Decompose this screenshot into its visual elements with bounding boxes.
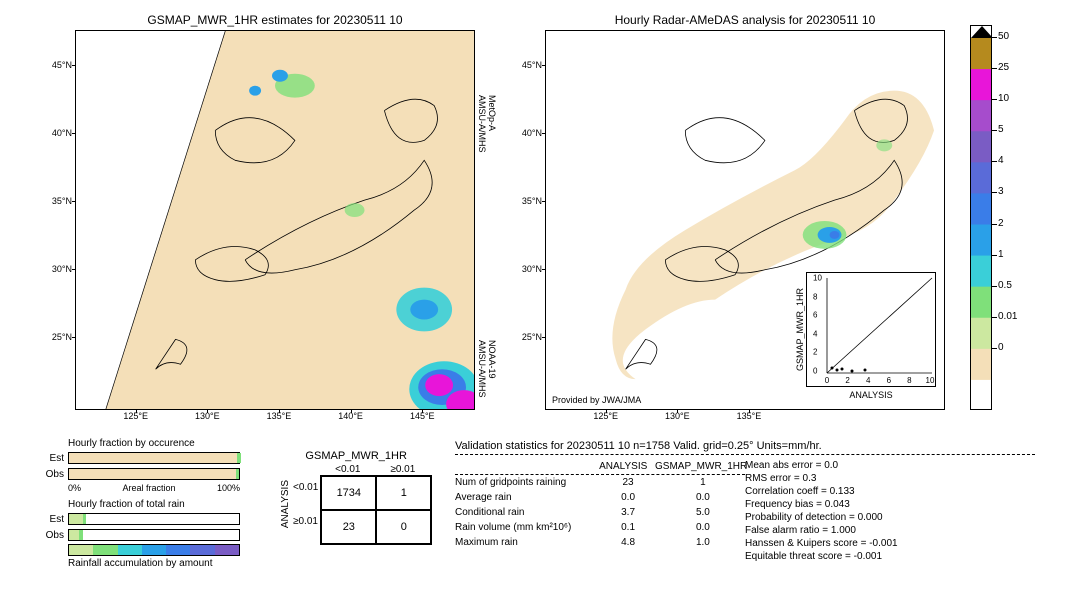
map-left-title: GSMAP_MWR_1HR estimates for 20230511 10 (76, 13, 474, 27)
stats-row: Average rain0.00.0 (455, 490, 745, 505)
inset-ytick: 10 (813, 274, 822, 283)
pct-100: 100% (217, 483, 240, 493)
colorbar-tick: 10 (998, 93, 1009, 104)
stats-metric: RMS error = 0.3 (745, 472, 1005, 485)
stats-row: Num of gridpoints raining231 (455, 475, 745, 490)
stats-title: Validation statistics for 20230511 10 n=… (455, 440, 1035, 455)
colorbar: 502510543210.50.010 (970, 25, 992, 410)
legend-title: Rainfall accumulation by amount (68, 558, 240, 569)
colorbar-tick: 50 (998, 31, 1009, 42)
colorbar-tick: 25 (998, 62, 1009, 73)
crosstab-col-header: <0.01 (320, 464, 375, 475)
inset-ytick: 6 (813, 311, 817, 320)
fraction-bar-row: Obs (40, 528, 240, 542)
crosstab-row-header: <0.01 (293, 482, 318, 493)
fraction-bar-label: Est (40, 453, 68, 464)
stats-metric: Hanssen & Kuipers score = -0.001 (745, 537, 1005, 550)
inset-ytick: 0 (813, 367, 817, 376)
fraction-bar-row: Est (40, 512, 240, 526)
crosstab-cell: 23 (321, 510, 376, 544)
crosstab-cell: 0 (376, 510, 431, 544)
colorbar-tick: 1 (998, 249, 1004, 260)
colorbar-tick: 5 (998, 124, 1004, 135)
colorbar-tick: 0 (998, 342, 1004, 353)
inset-ytick: 4 (813, 329, 817, 338)
map-right-title: Hourly Radar-AMeDAS analysis for 2023051… (546, 13, 944, 27)
legend-seg (190, 545, 214, 555)
legend-seg (118, 545, 142, 555)
fraction-bar-row: Obs (40, 467, 240, 481)
stats-metric: Frequency bias = 0.043 (745, 498, 1005, 511)
legend-seg (69, 545, 93, 555)
crosstab-cell: 1734 (321, 476, 376, 510)
satellite-label: MetOp-AAMSU-A/MHS (477, 95, 497, 153)
inset-ylabel: GSMAP_MWR_1HR (795, 273, 805, 386)
inset-xtick: 4 (866, 376, 870, 385)
colorbar-tick: 0.01 (998, 311, 1017, 322)
legend-seg (166, 545, 190, 555)
legend-gradient (68, 544, 240, 556)
fraction-bar-label: Obs (40, 530, 68, 541)
map-left: GSMAP_MWR_1HR estimates for 20230511 10 … (75, 30, 475, 410)
legend-seg (93, 545, 117, 555)
crosstab-title: GSMAP_MWR_1HR (280, 450, 432, 462)
colorbar-tick: 3 (998, 186, 1004, 197)
inset-ytick: 8 (813, 292, 817, 301)
map-left-svg (76, 31, 474, 409)
stats-metric: Equitable threat score = -0.001 (745, 550, 1005, 563)
areal-label: Areal fraction (122, 483, 175, 493)
inset-xtick: 8 (907, 376, 911, 385)
stats-col-gsmap: GSMAP_MWR_1HR (655, 461, 745, 472)
colorbar-tick: 0.5 (998, 280, 1012, 291)
stats-section: Validation statistics for 20230511 10 n=… (455, 440, 1035, 563)
stats-metric: Correlation coeff = 0.133 (745, 485, 1005, 498)
map-right: Hourly Radar-AMeDAS analysis for 2023051… (545, 30, 945, 410)
root: GSMAP_MWR_1HR estimates for 20230511 10 … (0, 0, 1080, 612)
pct-0: 0% (68, 483, 81, 493)
inset-xtick: 0 (825, 376, 829, 385)
stats-metric: False alarm ratio = 1.000 (745, 524, 1005, 537)
satellite-label: NOAA-19AMSU-A/MHS (477, 340, 497, 398)
inset-scatter: ANALYSIS GSMAP_MWR_1HR 0246810 0246810 (806, 272, 936, 387)
crosstab-col-header: ≥0.01 (375, 464, 430, 475)
fraction-bar-label: Est (40, 514, 68, 525)
stats-metric: Probability of detection = 0.000 (745, 511, 1005, 524)
inset-svg (807, 273, 937, 388)
inset-xtick: 6 (887, 376, 891, 385)
fraction-bar-label: Obs (40, 469, 68, 480)
colorbar-tick: 4 (998, 155, 1004, 166)
inset-xtick: 2 (845, 376, 849, 385)
inset-xlabel: ANALYSIS (807, 390, 935, 400)
stats-row: Conditional rain3.75.0 (455, 505, 745, 520)
fraction-title2: Hourly fraction of total rain (68, 499, 240, 510)
crosstab-row-header: ≥0.01 (293, 516, 318, 527)
inset-ytick: 2 (813, 348, 817, 357)
fraction-bar-row: Est (40, 451, 240, 465)
crosstab-ylabel: ANALYSIS (280, 480, 291, 528)
legend-seg (142, 545, 166, 555)
stats-row: Maximum rain4.81.0 (455, 535, 745, 550)
colorbar-tick: 2 (998, 218, 1004, 229)
inset-xtick: 10 (926, 376, 935, 385)
crosstab-grid: 17341230 (320, 475, 432, 545)
crosstab-cell: 1 (376, 476, 431, 510)
stats-metric: Mean abs error = 0.0 (745, 459, 1005, 472)
stats-row: Rain volume (mm km²10⁶)0.10.0 (455, 520, 745, 535)
crosstab: GSMAP_MWR_1HR ANALYSIS <0.01≥0.01 <0.01≥… (280, 450, 432, 545)
legend-seg (215, 545, 239, 555)
fraction-section: Hourly fraction by occurence Est Obs 0% A… (40, 438, 240, 571)
provided-by: Provided by JWA/JMA (552, 395, 641, 405)
fraction-title1: Hourly fraction by occurence (68, 438, 240, 449)
stats-col-analysis: ANALYSIS (591, 461, 655, 472)
